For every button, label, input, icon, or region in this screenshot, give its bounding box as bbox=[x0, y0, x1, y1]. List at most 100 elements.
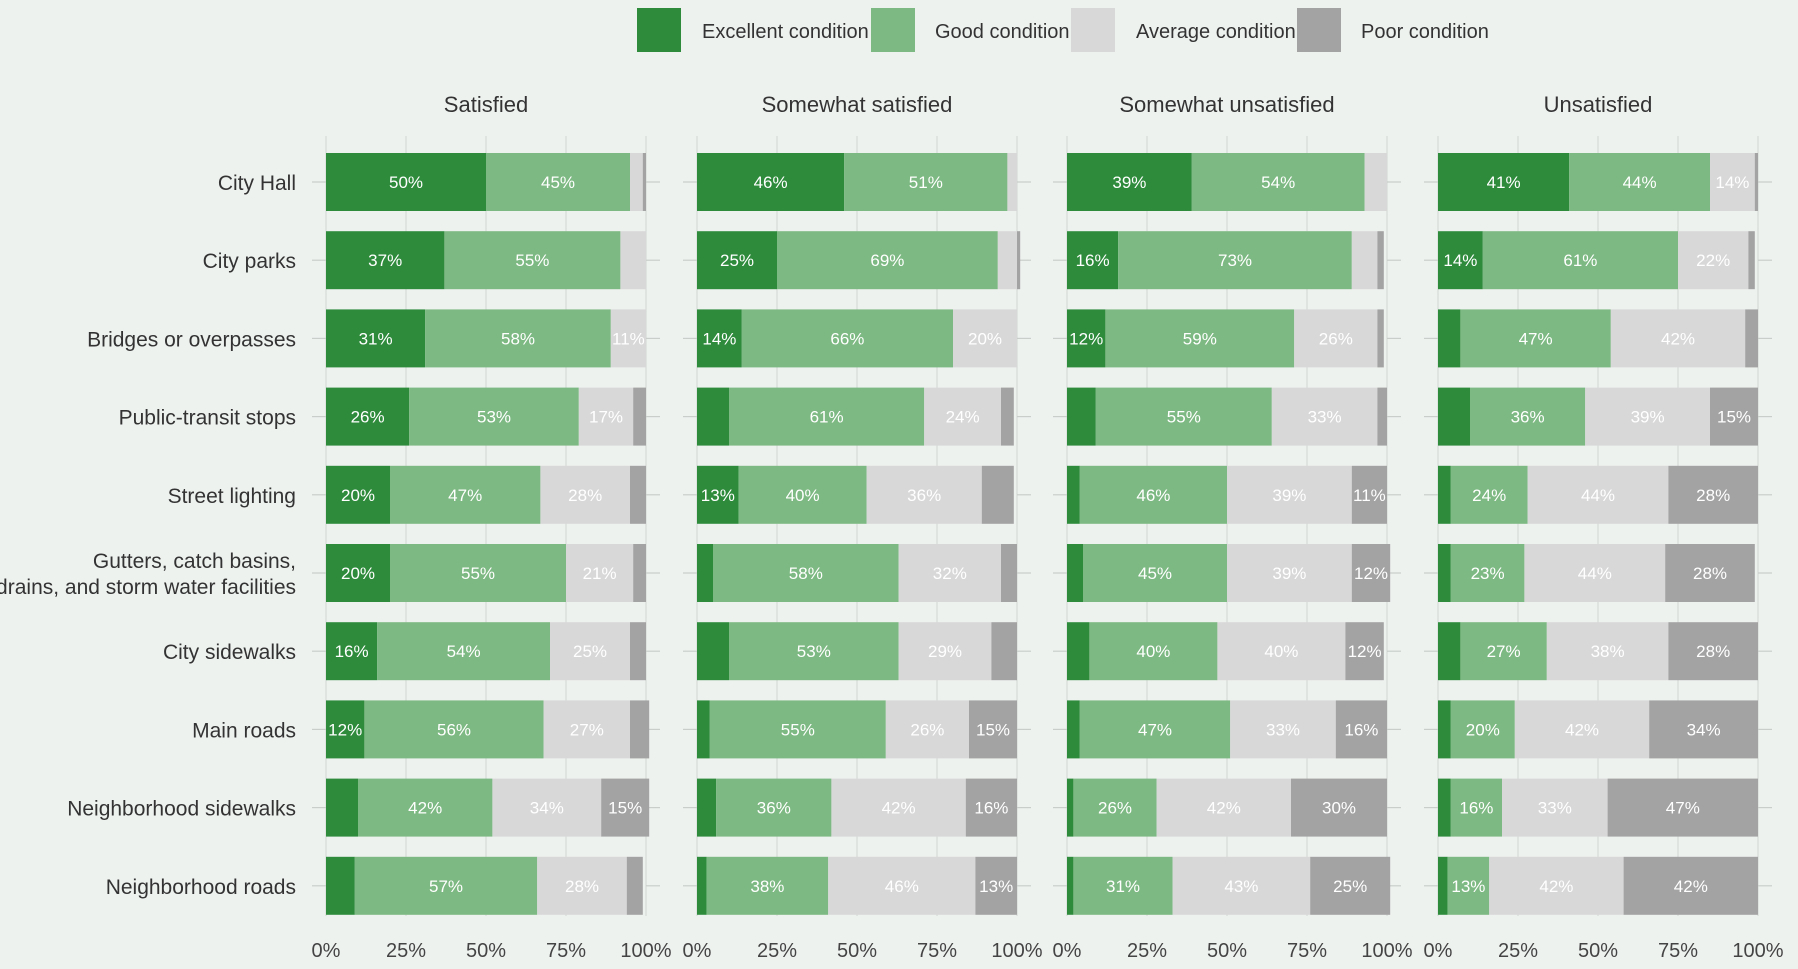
bar-segment bbox=[601, 778, 650, 837]
bar-value-label: 31% bbox=[1106, 877, 1140, 896]
bar-segment bbox=[1754, 153, 1758, 211]
bar-value-label: 45% bbox=[541, 173, 575, 192]
bar-segment bbox=[1710, 387, 1758, 446]
bar-segment bbox=[1156, 778, 1291, 837]
category-label: Main roads bbox=[192, 719, 296, 742]
bar-value-label: 20% bbox=[341, 564, 375, 583]
bar-segment bbox=[697, 856, 707, 915]
bar-value-label: 12% bbox=[328, 720, 362, 739]
category-label: City parks bbox=[203, 250, 296, 273]
bar-segment bbox=[364, 700, 544, 759]
bar-segment bbox=[729, 387, 925, 446]
bar-value-label: 36% bbox=[907, 486, 941, 505]
bar-segment bbox=[326, 153, 486, 211]
bar-value-label: 39% bbox=[1272, 486, 1306, 505]
bar-segment bbox=[486, 153, 630, 211]
bar-segment bbox=[1073, 778, 1157, 837]
bar-segment bbox=[969, 700, 1017, 759]
bar-segment bbox=[1447, 856, 1490, 915]
bar-segment bbox=[358, 778, 493, 837]
bar-segment bbox=[1610, 309, 1746, 368]
bar-segment bbox=[1217, 622, 1346, 681]
panel: Satisfied 0% 25% 50% 75% 100% 50% 45% 37% 55% 31% 5… bbox=[312, 92, 672, 962]
bar-segment bbox=[409, 387, 579, 446]
panel-title: Somewhat satisfied bbox=[762, 92, 953, 117]
bar-segment bbox=[1067, 231, 1119, 290]
bar-segment bbox=[1227, 465, 1352, 524]
bar-segment bbox=[885, 700, 969, 759]
bar-segment bbox=[1438, 778, 1451, 837]
category-label: Bridges or overpasses bbox=[87, 328, 296, 351]
bar-value-label: 24% bbox=[946, 408, 980, 427]
bar-segment bbox=[924, 387, 1001, 446]
bar-segment bbox=[1450, 465, 1528, 524]
legend-label: Poor condition bbox=[1361, 21, 1489, 43]
bar-value-label: 44% bbox=[1581, 486, 1615, 505]
bar-segment bbox=[1710, 153, 1755, 211]
bar-segment bbox=[1668, 465, 1758, 524]
bar-segment bbox=[1514, 700, 1650, 759]
bar-value-label: 54% bbox=[447, 642, 481, 661]
bar-value-label: 61% bbox=[810, 408, 844, 427]
legend-label: Average condition bbox=[1136, 21, 1296, 43]
bar-value-label: 15% bbox=[976, 720, 1010, 739]
bar-value-label: 42% bbox=[1661, 329, 1695, 348]
bar-value-label: 30% bbox=[1322, 799, 1356, 818]
bar-segment bbox=[1438, 700, 1451, 759]
bar-segment bbox=[492, 778, 602, 837]
bar-value-label: 21% bbox=[583, 564, 617, 583]
bar-segment bbox=[326, 778, 358, 837]
bar-value-label: 25% bbox=[573, 642, 607, 661]
bar-segment bbox=[1351, 544, 1391, 602]
bar-segment bbox=[738, 465, 867, 524]
bar-segment bbox=[741, 309, 953, 368]
bar-segment bbox=[1450, 544, 1525, 602]
bar-segment bbox=[1294, 309, 1378, 368]
bar-value-label: 66% bbox=[830, 329, 864, 348]
bar-segment bbox=[697, 544, 713, 602]
bar-segment bbox=[390, 544, 566, 602]
bar-value-label: 24% bbox=[1472, 486, 1506, 505]
bar-segment bbox=[550, 622, 630, 681]
bar-value-label: 14% bbox=[1715, 173, 1749, 192]
x-tick-label: 100% bbox=[620, 940, 671, 962]
bar-segment bbox=[620, 231, 646, 290]
bar-value-label: 34% bbox=[530, 799, 564, 818]
category-label: Public-transit stops bbox=[119, 407, 296, 430]
bar-segment bbox=[1291, 778, 1387, 837]
bar-value-label: 12% bbox=[1348, 642, 1382, 661]
bar-segment bbox=[1067, 622, 1090, 681]
bar-segment bbox=[997, 231, 1017, 290]
bar-value-label: 73% bbox=[1218, 251, 1252, 270]
bar-value-label: 16% bbox=[1459, 799, 1493, 818]
bar-segment bbox=[377, 622, 550, 681]
x-tick-label: 0% bbox=[683, 940, 712, 962]
bar-segment bbox=[326, 231, 445, 290]
x-tick-label: 25% bbox=[386, 940, 426, 962]
bar-segment bbox=[828, 856, 976, 915]
panel: Unsatisfied 0% 25% 50% 75% 100% 41% 44% 14% 14% 61… bbox=[1424, 92, 1784, 962]
bar-segment bbox=[898, 622, 992, 681]
bar-segment bbox=[1271, 387, 1378, 446]
bar-value-label: 26% bbox=[910, 720, 944, 739]
bar-segment bbox=[1172, 856, 1311, 915]
bar-segment bbox=[1678, 231, 1749, 290]
bar-segment bbox=[713, 544, 899, 602]
bar-value-label: 28% bbox=[1696, 642, 1730, 661]
bar-segment bbox=[1668, 622, 1758, 681]
bar-value-label: 47% bbox=[1138, 720, 1172, 739]
bar-segment bbox=[1001, 544, 1017, 602]
bar-value-label: 39% bbox=[1112, 173, 1146, 192]
x-tick-label: 50% bbox=[837, 940, 877, 962]
bar-value-label: 22% bbox=[1696, 251, 1730, 270]
bar-segment bbox=[326, 387, 410, 446]
bar-segment bbox=[898, 544, 1001, 602]
bar-segment bbox=[1067, 544, 1083, 602]
panel-title: Unsatisfied bbox=[1544, 92, 1653, 117]
bar-segment bbox=[326, 856, 355, 915]
bar-value-label: 44% bbox=[1623, 173, 1657, 192]
x-tick-label: 100% bbox=[1361, 940, 1412, 962]
bar-segment bbox=[1230, 700, 1336, 759]
bar-value-label: 20% bbox=[1466, 720, 1500, 739]
